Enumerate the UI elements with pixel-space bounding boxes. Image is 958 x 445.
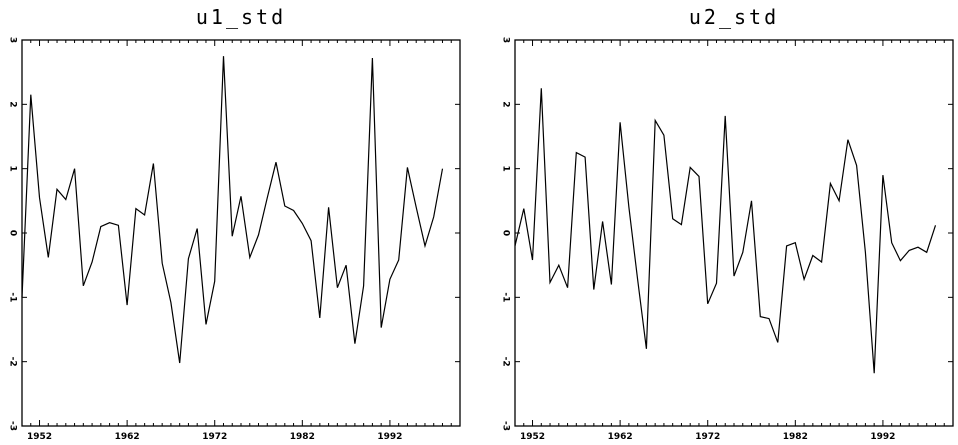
- y-tick-label: 3: [501, 37, 511, 43]
- x-tick-label: 1972: [695, 432, 720, 442]
- x-tick-label: 1982: [290, 432, 315, 442]
- y-tick-label: -1: [8, 292, 18, 302]
- y-tick-label: -2: [501, 357, 511, 367]
- x-tick-label: 1992: [377, 432, 402, 442]
- y-tick-label: -3: [501, 421, 511, 431]
- y-tick-label: 2: [8, 101, 18, 107]
- x-tick-label: 1962: [115, 432, 140, 442]
- y-tick-label: 0: [501, 230, 511, 236]
- y-tick-label: 1: [501, 166, 511, 172]
- tick-group: -3 -2 -1 0 1 2 3 1952 1962 1972 1982 1992: [501, 37, 954, 442]
- series-line-u1: [21, 56, 444, 364]
- chart-title: u1_std: [196, 5, 286, 29]
- y-tick-label: 1: [8, 166, 18, 172]
- x-tick-label: 1972: [202, 432, 227, 442]
- y-tick-label: 3: [8, 37, 18, 43]
- plot-frame: [21, 39, 461, 427]
- series-line-u2: [514, 88, 937, 374]
- chart-panel-u2: u2_std -3 -2 -1 0 1 2 3 1952 1962 1972 1982 1992: [501, 5, 954, 442]
- x-tick-label: 1952: [27, 432, 52, 442]
- y-tick-label: 0: [8, 230, 18, 236]
- tick-group: -3 -2 -1 0 1 2 3 1952 1962 1972 1982 1992: [8, 37, 461, 442]
- y-tick-label: -2: [8, 357, 18, 367]
- plot-frame: [514, 39, 954, 427]
- chart-panel-u1: u1_std -3 -2 -1 0 1 2 3 1952 1962 1972 1982 1992: [8, 5, 461, 442]
- x-tick-label: 1952: [520, 432, 545, 442]
- y-tick-label: 2: [501, 101, 511, 107]
- x-tick-label: 1982: [783, 432, 808, 442]
- x-tick-label: 1962: [608, 432, 633, 442]
- chart-title: u2_std: [689, 5, 779, 29]
- x-tick-label: 1992: [870, 432, 895, 442]
- y-tick-label: -3: [8, 421, 18, 431]
- y-tick-label: -1: [501, 292, 511, 302]
